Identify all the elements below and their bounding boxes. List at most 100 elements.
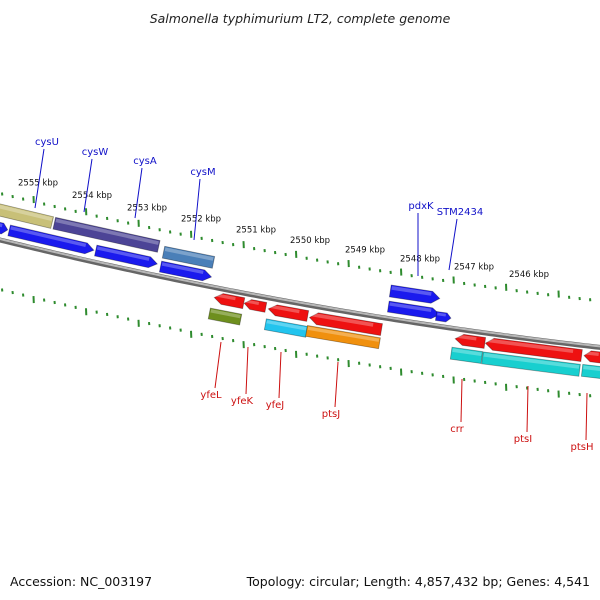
cds-cysA-shape: [94, 244, 158, 269]
cds-yfeK: [243, 299, 268, 313]
cds-yfeJ-gloss: [269, 304, 300, 314]
cds-cysW-gloss: [10, 226, 87, 248]
cds-yfeJ: [267, 304, 310, 322]
gene-label: cysU: [35, 137, 59, 148]
feature-cysU-shape: [0, 201, 55, 229]
feature-cysU-gloss: [0, 203, 53, 221]
cds-STM2434b: [434, 311, 452, 323]
gene-leader-line: [526, 385, 529, 433]
gene-label: STM2434: [437, 207, 484, 218]
feature-yfeJ-gloss: [266, 320, 307, 331]
scale-label: 2552 kbp: [181, 215, 221, 225]
gene-label: yfeJ: [266, 400, 285, 411]
gene-leader-line: [34, 148, 45, 209]
scale-label: 2554 kbp: [72, 191, 112, 201]
feature-ptsH-shape: [580, 363, 600, 380]
feature-cysM-gloss: [164, 247, 214, 261]
accession-text: Accession: NC_003197: [10, 574, 152, 589]
gene-leader-line: [334, 361, 339, 408]
cds-cysM-gloss: [161, 262, 204, 274]
gene-leader-line: [460, 378, 463, 423]
scale-label: 2553 kbp: [127, 203, 167, 213]
feature-yfeJ-shape: [263, 318, 309, 338]
cds-crr: [454, 334, 487, 349]
cds-ptsJ: [308, 312, 383, 336]
feature-cysU: [0, 201, 55, 229]
cds-ptsH: [583, 350, 600, 364]
cds-pdxK-shape: [388, 284, 441, 304]
gene-label: ptsI: [514, 434, 532, 445]
feature-crr-gloss: [452, 348, 482, 357]
cds-cysW: [7, 224, 95, 255]
cds-yfeK-shape: [243, 299, 268, 313]
gene-leader-line: [278, 351, 282, 399]
cds-STM2434-shape: [387, 300, 441, 320]
feature-crr: [449, 346, 484, 364]
gene-label: pdxK: [408, 201, 434, 212]
gene-label: yfeL: [200, 390, 222, 401]
cds-ptsJ-shape: [308, 312, 383, 336]
cds-crr-gloss: [456, 334, 477, 341]
gene-leader-line: [448, 218, 458, 271]
scale-label: 2550 kbp: [290, 236, 330, 246]
backbone: [0, 237, 600, 350]
map-title: Salmonella typhimurium LT2, complete gen…: [150, 11, 451, 26]
feature-ptsI: [481, 351, 581, 377]
gene-leader-line: [83, 158, 93, 213]
scale-label: 2548 kbp: [400, 254, 440, 264]
feature-yfeL: [207, 307, 243, 326]
feature-track: [0, 201, 600, 380]
feature-cysW-shape: [52, 216, 161, 253]
cds-ptsI-gloss: [486, 338, 574, 354]
feature-cysM: [161, 245, 216, 269]
feature-ptsI-shape: [481, 351, 581, 377]
cds-ptsJ-gloss: [310, 312, 374, 327]
feature-ptsH: [580, 363, 600, 380]
feature-cysW-gloss: [55, 218, 159, 245]
feature-ptsJ-shape: [305, 325, 381, 350]
feature-crr-shape: [449, 346, 484, 364]
scale-ticks: [1, 192, 592, 398]
scale-label: 2547 kbp: [454, 263, 494, 273]
cds-pdxK-gloss: [391, 286, 432, 296]
scale-label: 2546 kbp: [509, 270, 549, 280]
cds-yfeJ-shape: [267, 304, 310, 322]
gene-label: crr: [450, 424, 464, 435]
gene-label: ptsH: [571, 442, 594, 453]
feature-ptsI-gloss: [483, 353, 580, 369]
cds-ptsH-gloss: [585, 351, 599, 357]
feature-yfeJ: [263, 318, 309, 338]
scale-label: 2555 kbp: [18, 178, 58, 188]
gene-label: cysW: [82, 147, 109, 158]
gene-label: ptsJ: [322, 409, 340, 420]
feature-cysW: [52, 216, 161, 253]
feature-ptsJ-gloss: [307, 326, 380, 342]
cds-yfeL-shape: [213, 293, 246, 310]
cds-STM2434-gloss: [389, 302, 432, 312]
cds-yfeL-gloss: [215, 293, 236, 301]
cds-cysA: [94, 244, 158, 269]
gene-leader-line: [134, 167, 143, 219]
gene-leader-line: [193, 178, 201, 241]
cds-cysW-shape: [7, 224, 95, 255]
cds-pdxK: [388, 284, 441, 304]
gene-leader-line: [245, 346, 249, 395]
cds-yfeL: [213, 293, 246, 310]
topology-text: Topology: circular; Length: 4,857,432 bp…: [246, 574, 590, 589]
cds-cysU-shape: [0, 219, 9, 235]
cds-cysM-shape: [158, 260, 213, 282]
scale-label: 2549 kbp: [345, 245, 385, 255]
cds-ptsH-shape: [583, 350, 600, 364]
cds-ptsI-shape: [484, 337, 583, 362]
gene-label: yfeK: [231, 396, 254, 407]
feature-cysM-shape: [161, 245, 216, 269]
cds-cysM: [158, 260, 213, 282]
gene-leader-line: [585, 392, 588, 441]
cds-cysU: [0, 219, 9, 235]
cds-STM2434b-gloss: [437, 312, 446, 317]
scale-label: 2551 kbp: [236, 226, 276, 236]
cds-cysA-gloss: [96, 246, 150, 261]
gene-leader-line: [214, 341, 222, 389]
